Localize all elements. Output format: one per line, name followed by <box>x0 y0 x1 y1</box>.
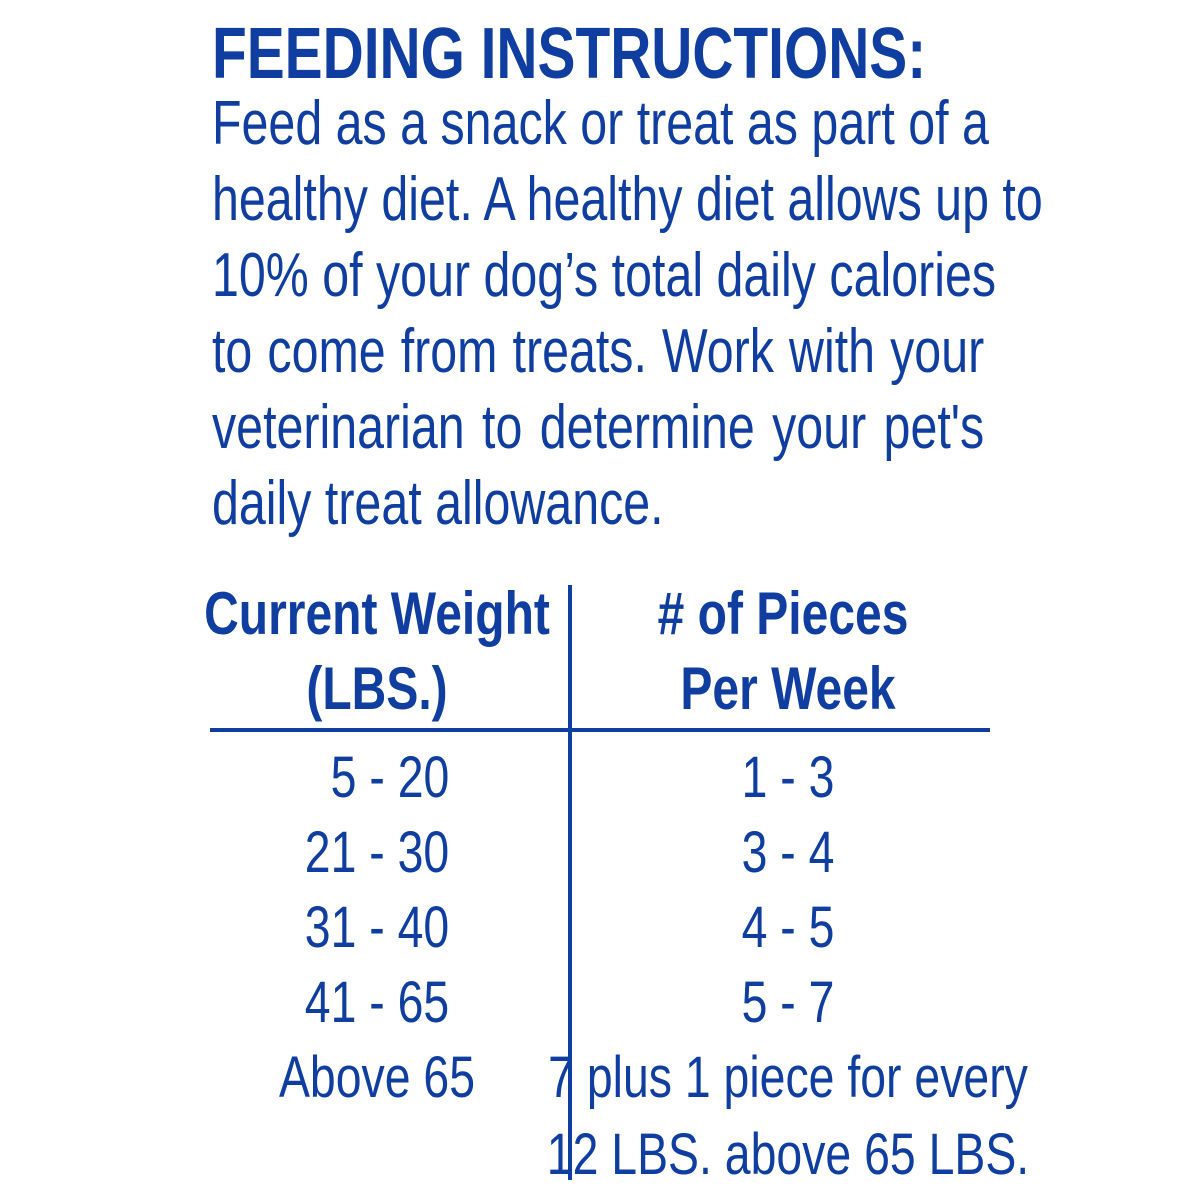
body-line: Feed as a snack or treat as part of a <box>212 89 989 158</box>
body-line: to come from treats. Work with your <box>212 317 985 386</box>
body-line: healthy diet. A healthy diet allows up t… <box>212 165 1043 234</box>
header-weight-line1: Current Weight <box>204 580 550 647</box>
pieces-cell: 12 LBS. above 65 LBS. <box>546 1122 1030 1187</box>
weight-cell: 5 - 20 <box>330 745 450 810</box>
weight-cell: 21 - 30 <box>304 820 450 885</box>
body-line: daily treat allowance. <box>212 469 664 538</box>
body-line: veterinarian to determine your pet's <box>212 393 985 462</box>
header-pieces-line2: Per Week <box>680 655 896 722</box>
pieces-cell: 4 - 5 <box>741 895 835 960</box>
header-divider <box>210 728 990 732</box>
column-divider <box>568 585 572 1180</box>
weight-cell: 31 - 40 <box>304 895 450 960</box>
page-title: FEEDING INSTRUCTIONS: <box>212 14 927 94</box>
pieces-cell: 5 - 7 <box>741 970 835 1035</box>
pieces-cell: 7 plus 1 piece for every <box>548 1045 1028 1110</box>
header-weight-line2: (LBS.) <box>306 655 448 722</box>
pieces-cell: 1 - 3 <box>741 745 835 810</box>
body-line: 10% of your dog’s total daily calories <box>212 241 997 310</box>
weight-cell: 41 - 65 <box>304 970 450 1035</box>
header-pieces-line1: # of Pieces <box>657 580 909 647</box>
pieces-cell: 3 - 4 <box>741 820 835 885</box>
weight-cell: Above 65 <box>278 1045 476 1110</box>
